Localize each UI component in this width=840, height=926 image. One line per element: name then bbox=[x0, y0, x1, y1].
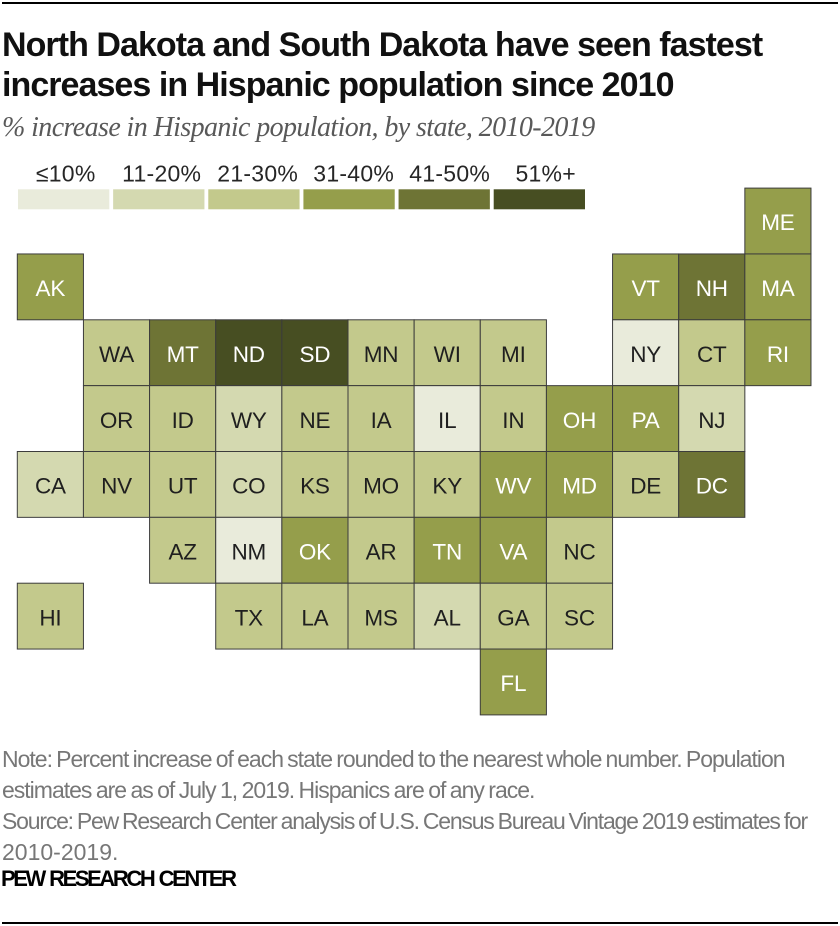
svg-text:OH: OH bbox=[563, 408, 596, 433]
svg-text:IN: IN bbox=[502, 408, 524, 433]
svg-text:NC: NC bbox=[563, 539, 595, 564]
svg-text:NM: NM bbox=[231, 539, 266, 564]
svg-text:SC: SC bbox=[564, 605, 595, 630]
svg-text:AR: AR bbox=[366, 539, 397, 564]
svg-text:31-40%: 31-40% bbox=[313, 161, 394, 187]
svg-text:SD: SD bbox=[300, 342, 331, 367]
svg-text:21-30%: 21-30% bbox=[217, 161, 298, 187]
svg-text:WI: WI bbox=[434, 342, 461, 367]
svg-text:≤10%: ≤10% bbox=[36, 161, 96, 187]
svg-text:OK: OK bbox=[299, 539, 331, 564]
svg-text:NJ: NJ bbox=[698, 408, 725, 433]
svg-text:FL: FL bbox=[500, 671, 526, 696]
svg-text:AZ: AZ bbox=[168, 539, 197, 564]
svg-text:51%+: 51%+ bbox=[515, 161, 575, 187]
svg-text:WV: WV bbox=[495, 474, 531, 499]
svg-text:NH: NH bbox=[696, 276, 728, 301]
svg-text:NY: NY bbox=[630, 342, 661, 367]
svg-text:WY: WY bbox=[231, 408, 267, 433]
svg-text:41-50%: 41-50% bbox=[409, 161, 490, 187]
svg-text:MI: MI bbox=[501, 342, 526, 367]
svg-text:ME: ME bbox=[761, 210, 795, 235]
svg-text:CA: CA bbox=[35, 474, 66, 499]
svg-text:11-20%: 11-20% bbox=[122, 161, 201, 187]
svg-text:VA: VA bbox=[499, 539, 527, 564]
svg-text:MN: MN bbox=[364, 342, 399, 367]
svg-text:KY: KY bbox=[432, 474, 462, 499]
svg-text:MS: MS bbox=[364, 605, 397, 630]
svg-text:UT: UT bbox=[168, 474, 198, 499]
svg-text:AK: AK bbox=[36, 276, 66, 301]
svg-text:IL: IL bbox=[438, 408, 456, 433]
svg-text:WA: WA bbox=[99, 342, 134, 367]
svg-text:NV: NV bbox=[101, 474, 132, 499]
svg-text:HI: HI bbox=[39, 605, 61, 630]
svg-text:DC: DC bbox=[696, 474, 728, 499]
svg-text:KS: KS bbox=[300, 474, 330, 499]
svg-text:ND: ND bbox=[233, 342, 265, 367]
svg-text:DE: DE bbox=[630, 474, 661, 499]
svg-text:AL: AL bbox=[434, 605, 461, 630]
svg-text:LA: LA bbox=[301, 605, 328, 630]
svg-text:OR: OR bbox=[100, 408, 133, 433]
svg-text:TX: TX bbox=[235, 605, 264, 630]
svg-text:MT: MT bbox=[167, 342, 200, 367]
svg-text:TN: TN bbox=[432, 539, 462, 564]
svg-text:VT: VT bbox=[631, 276, 660, 301]
svg-text:GA: GA bbox=[497, 605, 529, 630]
svg-text:CT: CT bbox=[697, 342, 727, 367]
svg-text:ID: ID bbox=[172, 408, 194, 433]
svg-text:MO: MO bbox=[363, 474, 399, 499]
svg-text:CO: CO bbox=[232, 474, 265, 499]
svg-text:MD: MD bbox=[562, 474, 597, 499]
svg-text:PA: PA bbox=[632, 408, 660, 433]
svg-text:RI: RI bbox=[767, 342, 789, 367]
svg-text:NE: NE bbox=[300, 408, 331, 433]
svg-text:MA: MA bbox=[761, 276, 795, 301]
svg-text:IA: IA bbox=[371, 408, 392, 433]
